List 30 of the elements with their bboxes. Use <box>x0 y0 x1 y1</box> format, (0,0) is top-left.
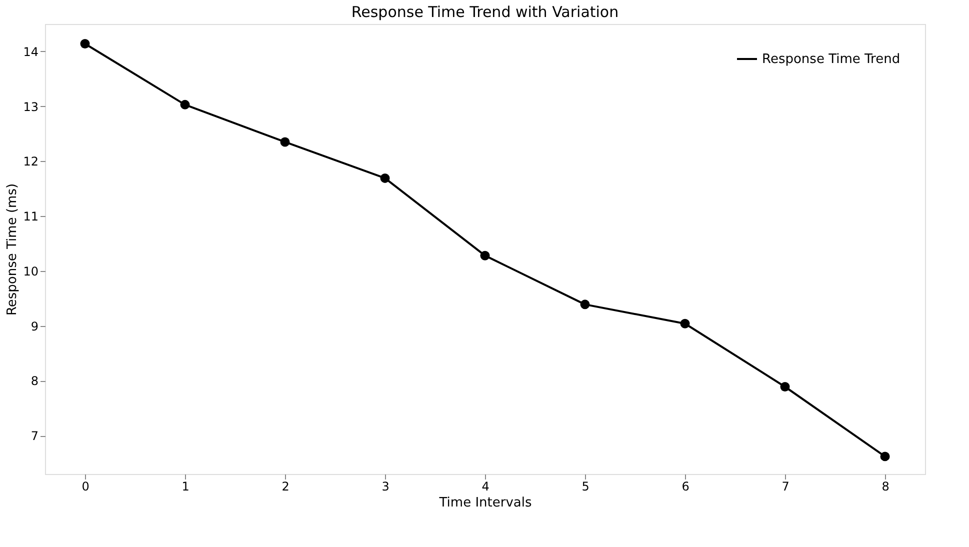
point <box>80 39 90 48</box>
x-tick-label: 0 <box>82 480 90 494</box>
x-tick-label: 4 <box>482 480 490 494</box>
y-tick-label: 11 <box>23 210 38 224</box>
y-tick-label: 8 <box>30 374 38 388</box>
x-tick-label: 1 <box>182 480 190 494</box>
point <box>680 318 690 328</box>
x-tick-label: 2 <box>282 480 290 494</box>
x-tick-label: 7 <box>782 480 790 494</box>
x-axis-title: Time Intervals <box>438 496 532 510</box>
point <box>380 173 390 183</box>
point <box>580 300 590 310</box>
point <box>780 382 790 392</box>
y-tick-label: 7 <box>30 429 38 444</box>
x-tick-label: 3 <box>382 480 390 494</box>
x-tick-label: 6 <box>682 480 690 494</box>
point <box>180 100 190 110</box>
point <box>280 137 290 147</box>
x-tick-label: 5 <box>582 480 590 494</box>
y-tick-label: 13 <box>23 100 38 114</box>
chart-title: Response Time Trend with Variation <box>351 3 619 21</box>
y-tick-label: 14 <box>23 44 38 59</box>
legend-label: Response Time Trend <box>762 52 900 67</box>
point <box>880 452 890 462</box>
y-tick-label: 12 <box>23 154 38 169</box>
x-tick-label: 8 <box>882 480 890 494</box>
y-tick-label: 9 <box>30 319 38 334</box>
point <box>480 250 490 260</box>
y-axis-title: Response Time (ms) <box>5 183 20 316</box>
y-tick-label: 10 <box>23 264 38 278</box>
